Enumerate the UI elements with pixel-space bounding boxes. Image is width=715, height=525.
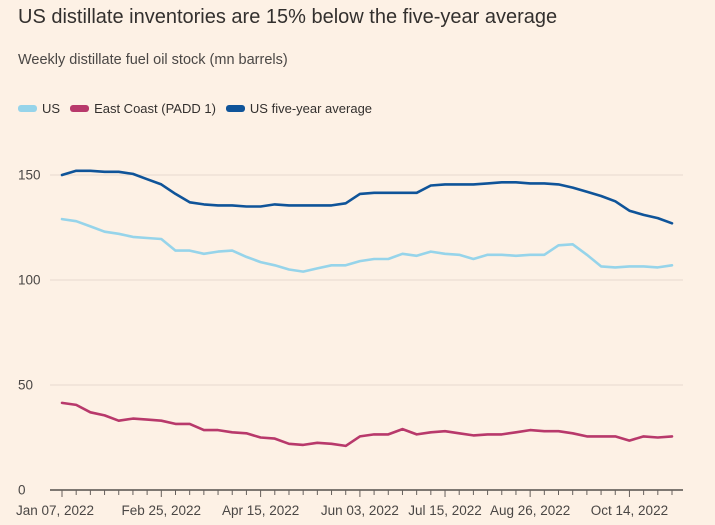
x-tick-label: Feb 25, 2022 — [122, 503, 202, 518]
x-tick-label: Aug 26, 2022 — [490, 503, 570, 518]
legend-swatch-five-year-average — [225, 105, 245, 112]
legend-label-five-year-average: US five-year average — [249, 101, 373, 116]
legend-item-us: US — [18, 101, 60, 116]
series-line-us — [60, 217, 674, 273]
y-tick-label-0: 0 — [18, 483, 26, 498]
legend-swatch-east-coast — [70, 105, 90, 112]
x-tick-label: Jul 15, 2022 — [408, 503, 482, 518]
legend-label-east-coast: East Coast (PADD 1) — [94, 101, 216, 116]
y-tick-label-150: 150 — [18, 168, 41, 183]
chart-subtitle: Weekly distillate fuel oil stock (mn bar… — [18, 52, 288, 68]
legend-item-east-coast: East Coast (PADD 1) — [70, 101, 216, 116]
legend-label-us: US — [42, 101, 61, 116]
series-line-east-coast-padd-1 — [60, 401, 674, 448]
x-tick-label: Oct 14, 2022 — [591, 503, 668, 518]
x-tick-label: Apr 15, 2022 — [222, 503, 299, 518]
legend: US East Coast (PADD 1) US five-year aver… — [18, 101, 382, 116]
legend-item-five-year-average: US five-year average — [225, 101, 373, 116]
x-tick-label: Jun 03, 2022 — [321, 503, 399, 518]
y-tick-label-50: 50 — [18, 378, 33, 393]
legend-swatch-us — [18, 105, 37, 112]
y-tick-label-100: 100 — [18, 273, 41, 288]
series-line-us-five-year-average — [60, 169, 674, 225]
x-tick-label: Jan 07, 2022 — [16, 503, 94, 518]
chart-title: US distillate inventories are 15% below … — [18, 6, 558, 28]
